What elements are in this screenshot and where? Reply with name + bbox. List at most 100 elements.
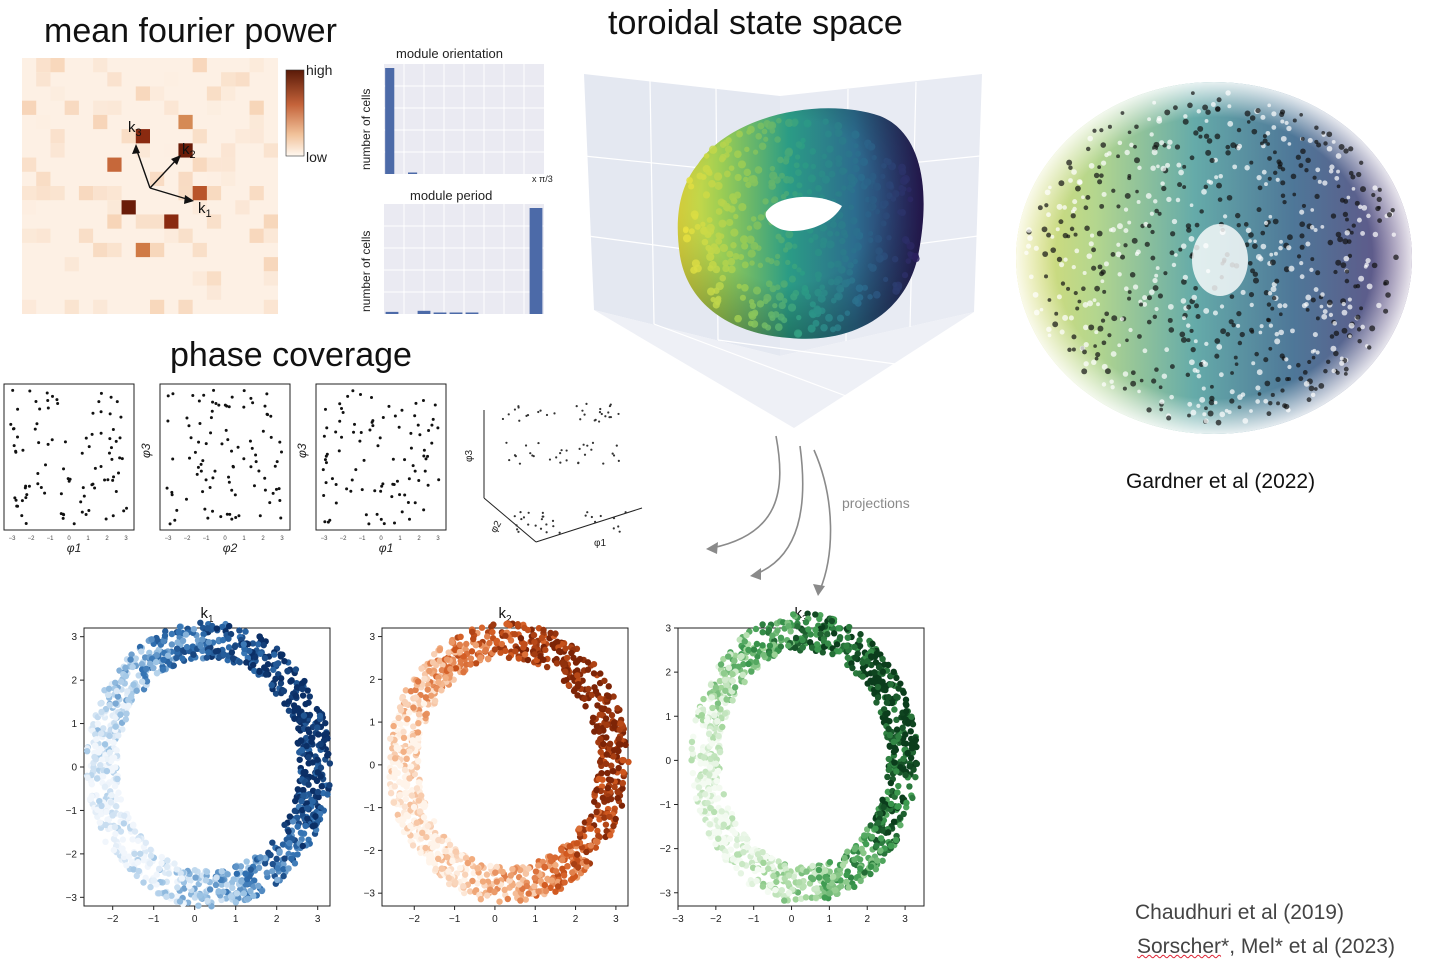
ring-dot <box>261 664 268 671</box>
cloud-dot <box>1292 118 1297 123</box>
torus-dot <box>757 122 765 130</box>
ring-dot <box>749 864 757 871</box>
cloud-dot <box>1110 227 1116 233</box>
cloud-dot <box>1128 327 1133 333</box>
ring-dot <box>110 835 118 843</box>
phase-3d-dot <box>590 515 593 519</box>
cloud-dot <box>1096 302 1100 307</box>
phase-dot <box>223 403 227 407</box>
ring-dot <box>298 797 305 805</box>
ring-dot <box>274 865 281 872</box>
ring-dot <box>891 706 898 713</box>
cloud-dot <box>1044 274 1049 279</box>
phase-dot <box>242 389 246 393</box>
cloud-dot <box>1056 203 1063 210</box>
torus-dot <box>784 148 793 158</box>
phase-dot <box>322 434 326 438</box>
cloud-dot <box>1161 373 1168 379</box>
cloud-dot <box>1058 219 1064 225</box>
tick-label: −1 <box>47 536 55 542</box>
torus-dot <box>778 236 785 244</box>
cloud-dot <box>1358 204 1363 210</box>
cloud-dot <box>1153 199 1158 204</box>
phase-3d-dot <box>553 412 556 415</box>
heatmap-peak <box>121 200 136 215</box>
heatmap-cell <box>22 157 37 172</box>
ring-dot <box>719 723 726 731</box>
ring-dot <box>607 740 614 748</box>
heatmap-cell <box>50 58 65 73</box>
tick-label: −2 <box>184 536 192 542</box>
torus-dot <box>750 241 759 250</box>
torus-dot <box>821 175 830 184</box>
torus-dot <box>771 196 779 204</box>
ring-dot <box>879 655 886 663</box>
torus-dot <box>737 253 745 261</box>
cloud-dot <box>1372 185 1378 191</box>
ring-dot <box>581 695 588 702</box>
cloud-dot <box>1066 159 1073 166</box>
cloud-dot <box>1152 100 1157 105</box>
cloud-dot <box>1026 227 1032 233</box>
phase-dot <box>273 464 277 468</box>
ring-dot <box>190 625 198 633</box>
ring-dot <box>326 782 333 789</box>
ring-dot <box>800 883 807 890</box>
cloud-dot <box>1147 295 1152 301</box>
cloud-dot <box>1146 319 1152 325</box>
torus-dot <box>719 141 727 148</box>
ring-dot <box>902 696 910 703</box>
ring-dot <box>729 856 737 863</box>
ring-dot <box>407 763 415 770</box>
phase-dot <box>230 517 234 521</box>
phase-3d-dot <box>598 411 602 414</box>
ring-dot <box>733 842 740 849</box>
ring-dot <box>816 615 823 623</box>
torus-dot <box>736 130 743 138</box>
phase-dot <box>257 469 261 473</box>
cloud-dot <box>1348 322 1355 329</box>
torus-dot <box>688 228 695 235</box>
ring-dot <box>897 680 904 687</box>
torus-dot <box>838 237 846 245</box>
cloud-dot <box>1218 372 1224 378</box>
torus-dot <box>835 155 843 163</box>
cloud-dot <box>1169 364 1175 370</box>
cloud-dot <box>1242 418 1249 424</box>
ring-dot <box>250 661 257 669</box>
ring-dot <box>232 899 240 906</box>
torus-dot <box>840 229 848 236</box>
cloud-dot <box>1252 277 1259 284</box>
ring-dot <box>252 653 259 661</box>
ring-dot <box>695 784 703 791</box>
ring-dot <box>535 888 542 895</box>
torus-dot <box>730 228 739 237</box>
ring-dot <box>153 871 160 878</box>
ring-dot <box>590 670 598 677</box>
phase-3d-dot <box>577 461 580 464</box>
cloud-dot <box>1083 324 1089 331</box>
cloud-dot <box>1312 175 1317 180</box>
phase-dot <box>261 429 265 433</box>
torus-dot <box>796 267 802 273</box>
cloud-dot <box>1099 271 1105 277</box>
ring-dot <box>689 750 697 757</box>
tick-label: 0 <box>71 763 77 774</box>
cloud-dot <box>1107 333 1112 338</box>
ring-dot <box>704 799 711 807</box>
ring-dot <box>477 896 485 903</box>
ylabel: number of cells <box>359 89 373 170</box>
phase-dot <box>213 469 217 473</box>
ring-dot <box>177 870 184 877</box>
heatmap-cell <box>206 86 222 101</box>
cloud-dot <box>1331 368 1337 374</box>
cloud-dot <box>1154 273 1159 278</box>
cloud-dot <box>1088 324 1095 331</box>
ring-dot <box>729 697 736 704</box>
cloud-dot <box>1225 332 1231 337</box>
heatmap-peak <box>192 186 207 201</box>
phase-dot <box>334 501 338 505</box>
cloud-dot <box>1024 250 1029 256</box>
ring-dot <box>308 738 315 745</box>
torus-dot <box>828 170 836 178</box>
